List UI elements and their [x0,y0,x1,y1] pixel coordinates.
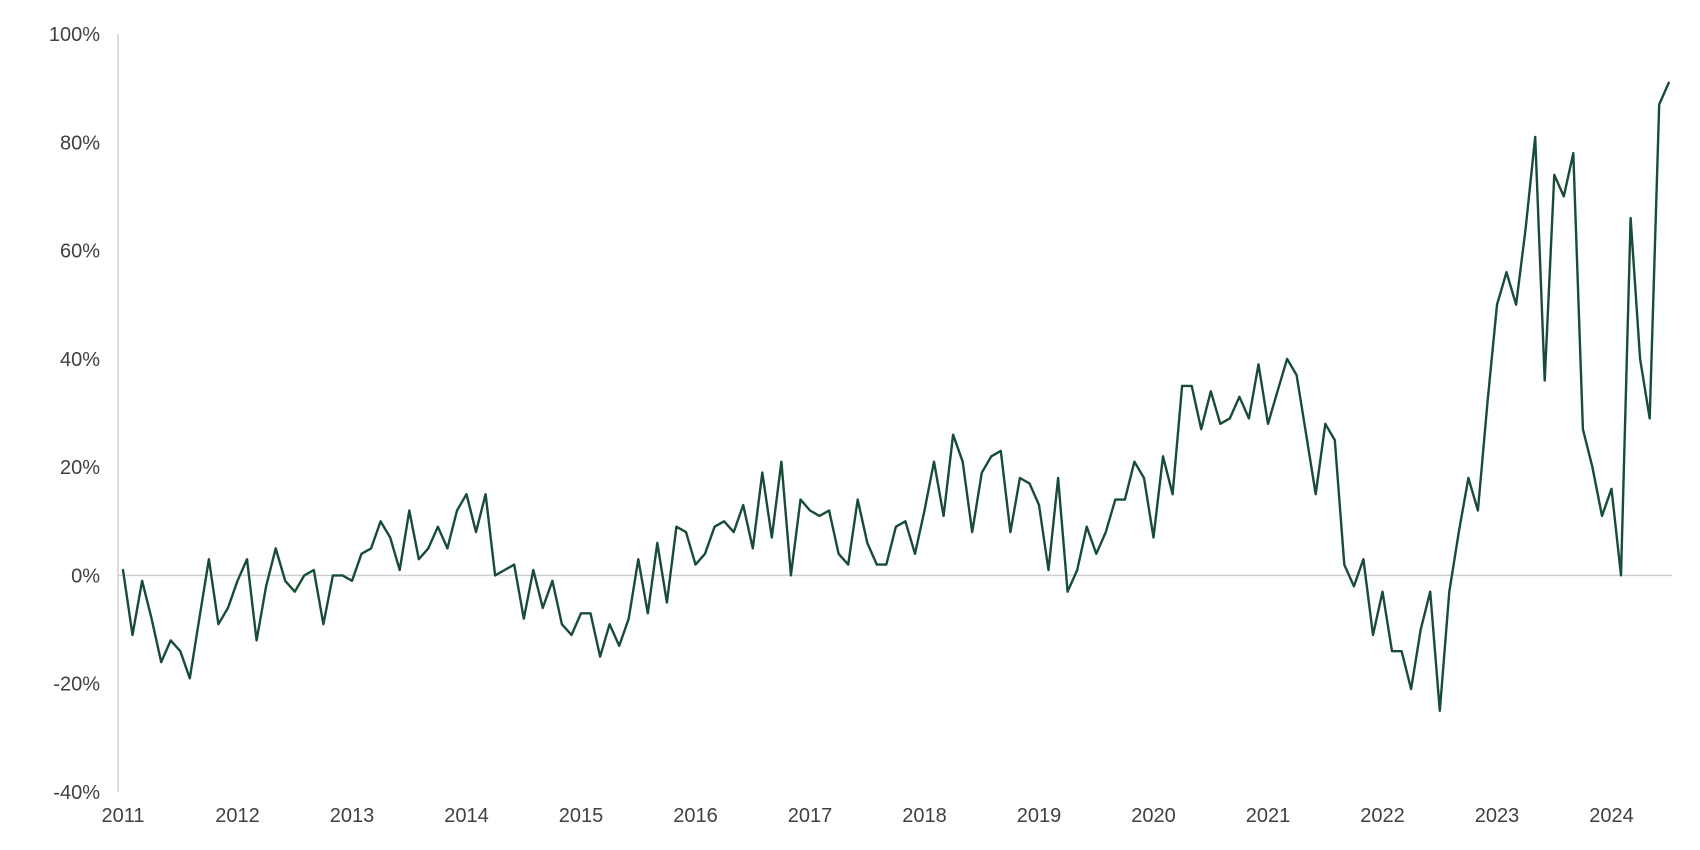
y-tick-label: 100% [49,24,100,46]
x-tick-label: 2011 [101,805,144,827]
x-axis-ticks: 2011 2012 2013 2014 2015 2016 2017 2018 2019 2020… [101,805,1633,827]
x-tick-label: 2017 [788,805,833,827]
x-tick-label: 2024 [1589,805,1634,827]
x-tick-label: 2018 [902,805,947,827]
x-tick-label: 2020 [1131,805,1176,827]
y-tick-label: 20% [60,457,100,479]
x-tick-label: 2016 [673,805,718,827]
x-tick-label: 2013 [330,805,375,827]
y-tick-label: 40% [60,349,100,371]
x-tick-label: 2015 [559,805,604,827]
y-tick-label: -40% [53,782,100,804]
y-tick-label: 80% [60,132,100,154]
y-tick-label: 0% [71,565,100,587]
x-tick-label: 2021 [1246,805,1291,827]
x-tick-label: 2023 [1475,805,1520,827]
x-tick-label: 2014 [444,805,489,827]
series-line [121,81,1670,712]
x-tick-label: 2022 [1360,805,1405,827]
y-tick-label: -20% [53,674,100,696]
y-axis-ticks: 100% 80% 60% 40% 20% 0% -20% -40% [49,24,100,804]
x-tick-label: 2019 [1017,805,1062,827]
y-tick-label: 60% [60,241,100,263]
x-tick-label: 2012 [215,805,260,827]
